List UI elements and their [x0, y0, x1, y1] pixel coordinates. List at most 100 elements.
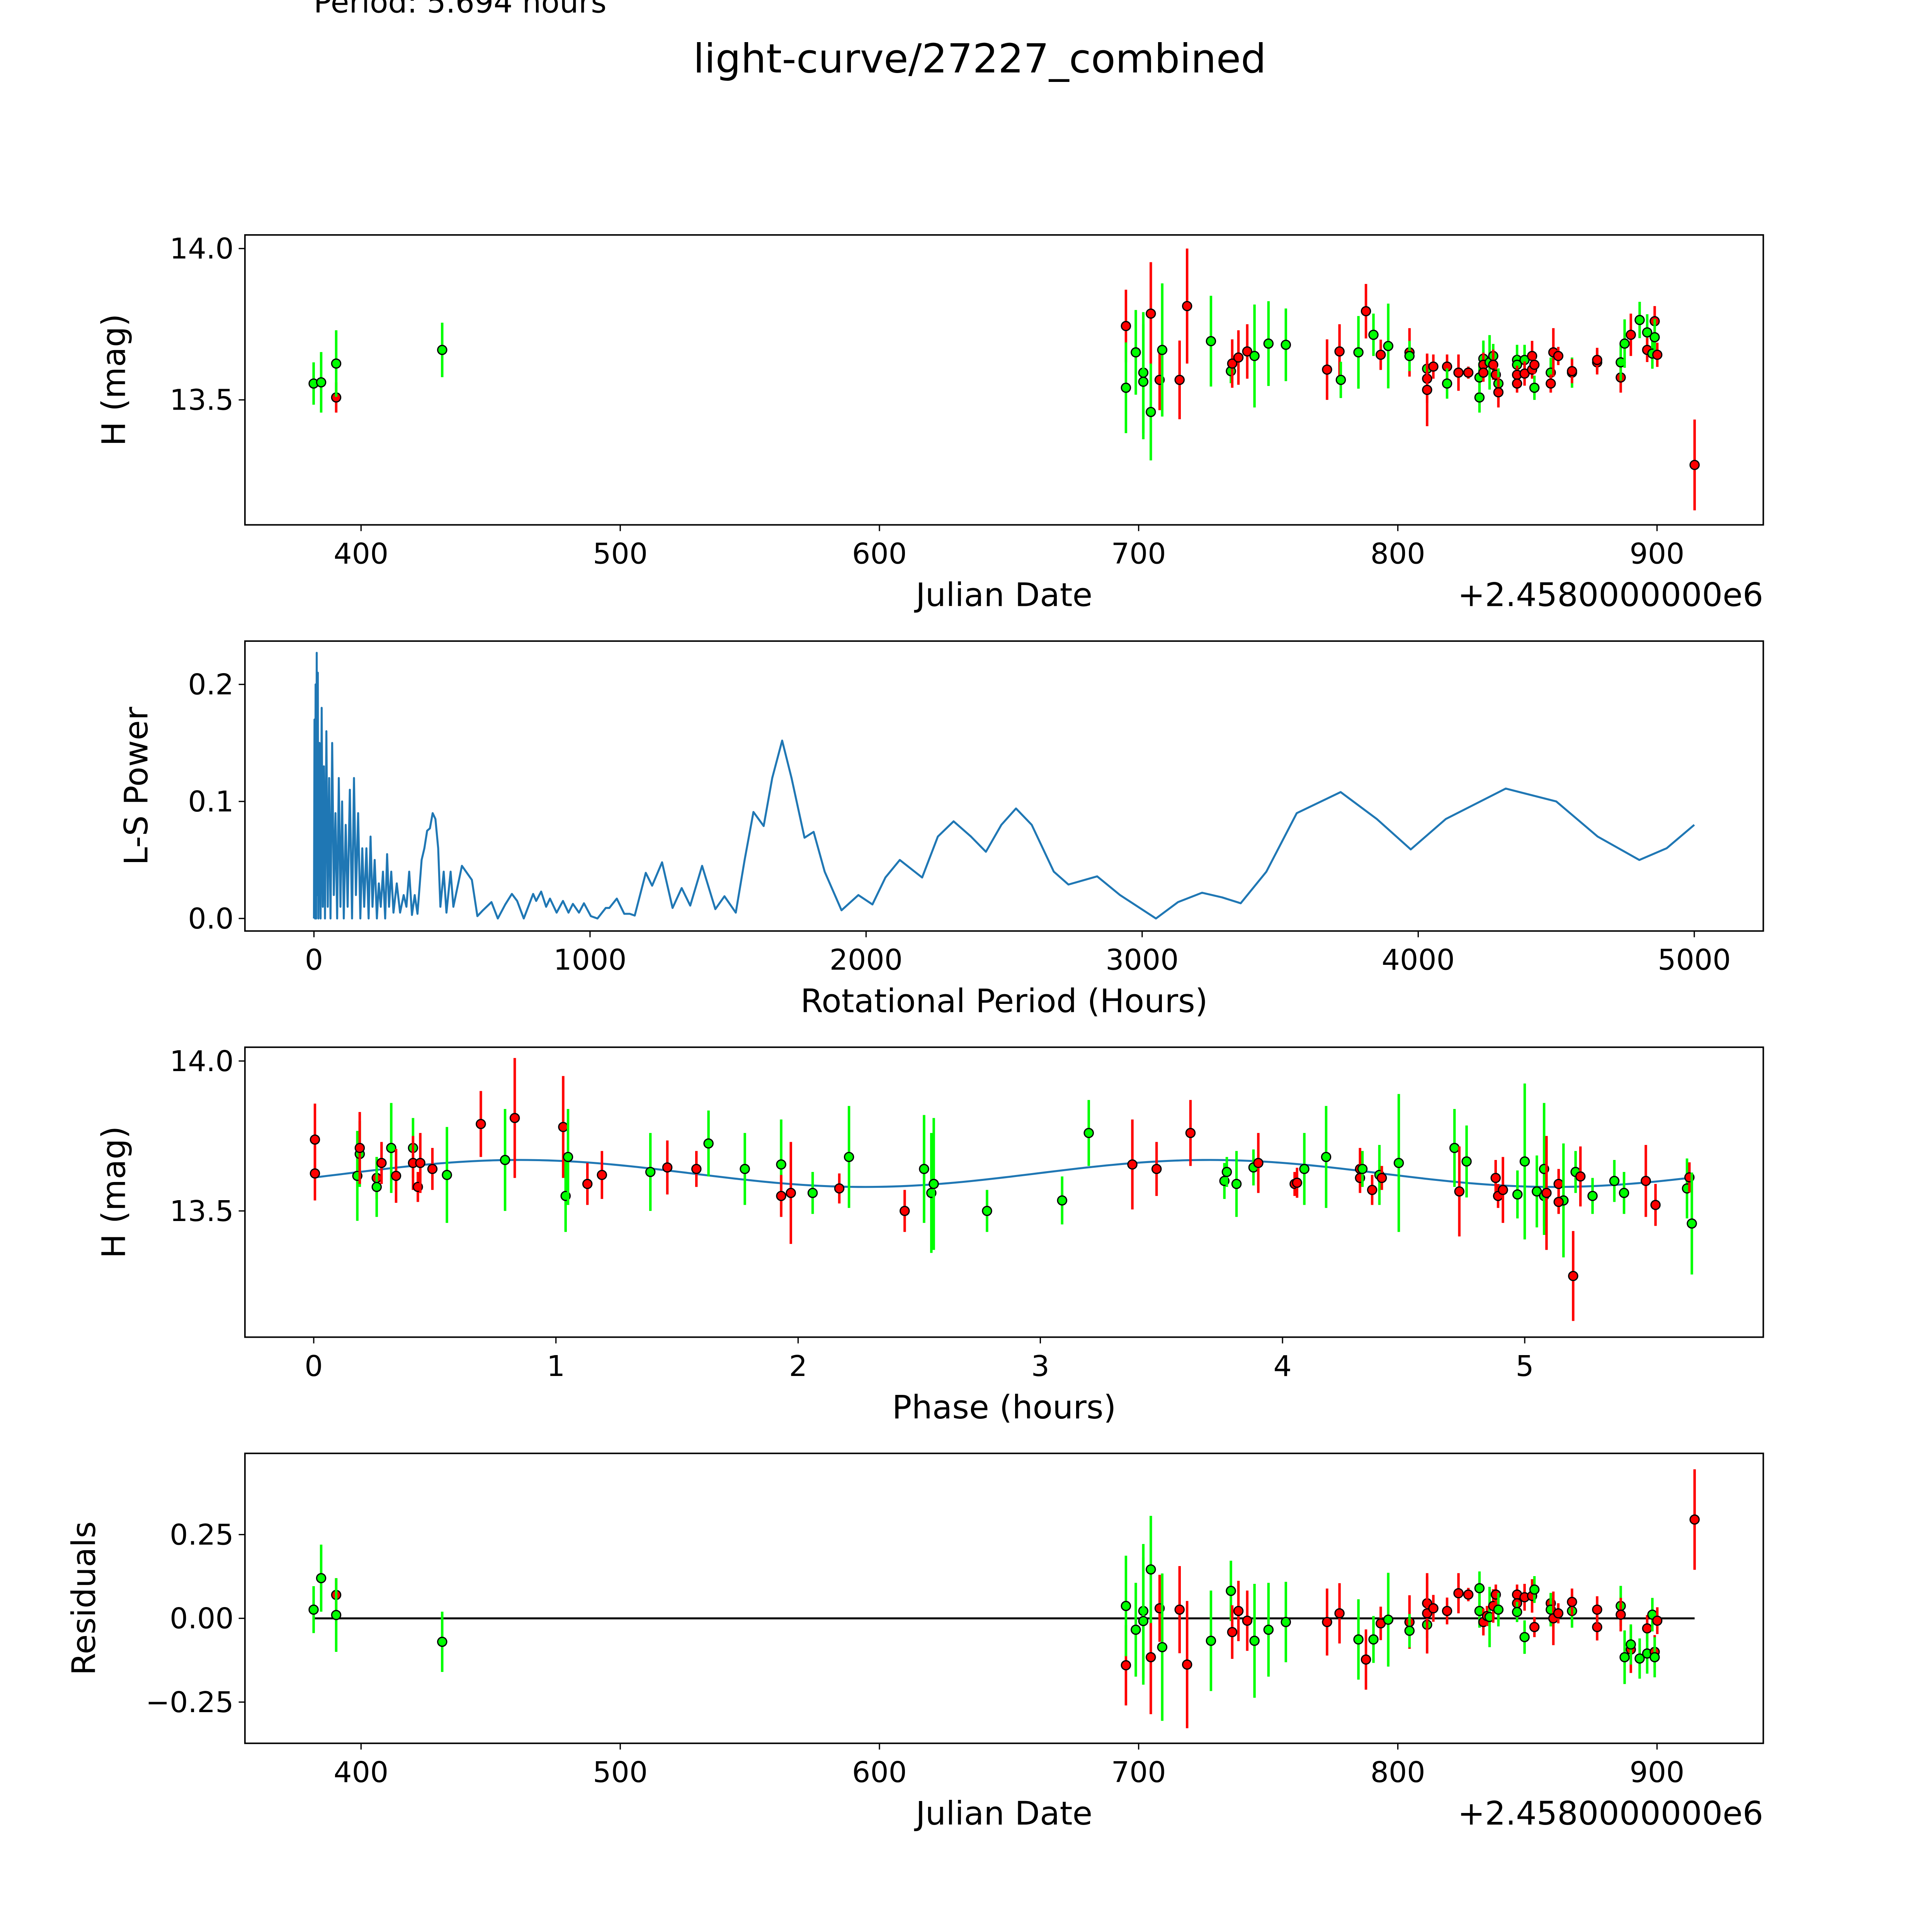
data-point [1131, 347, 1141, 358]
data-point [331, 358, 342, 369]
y-tick-label: 14.0 [170, 232, 234, 265]
data-point [1592, 1604, 1602, 1615]
lightcurve-panel: 400 500 600 700 800 900 13.5 14.0 Julian Date H (… [95, 232, 1764, 614]
phased-panel: 0 1 2 3 4 5 13.5 14.0 Phase (hours) H (mag) [95, 1044, 1764, 1426]
data-point [316, 377, 327, 388]
data-point [1498, 1185, 1508, 1195]
data-point [1206, 336, 1216, 347]
data-point [1376, 1173, 1387, 1183]
lightcurve-axes-frame [244, 234, 1764, 526]
data-point [316, 1573, 327, 1583]
data-point [1474, 392, 1485, 403]
data-point [1689, 1514, 1700, 1525]
data-point [1361, 306, 1371, 316]
data-point [1127, 1159, 1138, 1170]
data-point [1121, 321, 1131, 332]
data-point [1650, 1200, 1661, 1210]
data-point [645, 1167, 656, 1177]
data-point [807, 1188, 818, 1198]
x-tick-label: 4000 [1382, 943, 1455, 977]
data-point [1687, 1218, 1697, 1229]
data-point [1226, 1585, 1236, 1596]
x-tick-label: 0 [305, 943, 323, 977]
data-point [558, 1122, 568, 1132]
data-point [1361, 1654, 1371, 1665]
data-point [563, 1151, 573, 1162]
data-point [1146, 1652, 1156, 1663]
data-point [703, 1138, 714, 1149]
data-point [1616, 1609, 1626, 1620]
data-point [1493, 1604, 1504, 1615]
data-point [1453, 1588, 1464, 1599]
x-tick-label: 5 [1515, 1349, 1534, 1383]
data-point [1634, 1653, 1645, 1664]
data-point [1353, 347, 1364, 358]
data-point [1404, 1626, 1415, 1636]
data-point [1553, 351, 1564, 361]
data-point [1529, 359, 1540, 370]
data-point [1249, 351, 1260, 361]
model-fit-curve [313, 1159, 1693, 1188]
y-tick-label: 0.25 [170, 1518, 234, 1551]
period-text: Period: 5.694 hours [314, 0, 607, 20]
data-point [1404, 351, 1415, 361]
data-point [1529, 1622, 1540, 1633]
data-point [1182, 301, 1192, 311]
data-point [1157, 345, 1168, 355]
data-point [1422, 384, 1432, 395]
data-point [1281, 340, 1291, 350]
data-point [1512, 1607, 1522, 1617]
data-point [1249, 1636, 1260, 1646]
x-tick-label: 1 [547, 1349, 565, 1383]
y-tick-label: 0.00 [170, 1602, 234, 1635]
data-point [1689, 460, 1700, 470]
data-point [1609, 1176, 1620, 1186]
data-point [1592, 355, 1602, 365]
data-point [1146, 1564, 1156, 1575]
data-point [1463, 367, 1474, 378]
phased-plot-area [310, 1058, 1697, 1321]
data-point [1263, 338, 1274, 349]
data-point [1367, 1185, 1378, 1195]
data-point [1493, 387, 1504, 398]
data-point [442, 1170, 452, 1180]
data-point [500, 1155, 510, 1165]
data-point [1233, 352, 1244, 363]
data-point [1519, 1156, 1530, 1167]
data-point [386, 1143, 396, 1153]
x-axis-label: Rotational Period (Hours) [801, 982, 1208, 1020]
periodogram-axes-frame [244, 640, 1764, 932]
data-point [982, 1206, 992, 1216]
x-tick-label: 0 [304, 1349, 323, 1383]
data-point [427, 1163, 438, 1174]
data-point [1463, 1589, 1474, 1600]
data-point [740, 1163, 750, 1174]
x-tick-label: 800 [1371, 537, 1425, 571]
x-tick-label: 500 [593, 537, 648, 571]
data-point [1619, 1188, 1629, 1198]
data-point [1083, 1128, 1094, 1138]
data-point [1146, 406, 1156, 417]
data-point [1368, 330, 1379, 340]
data-point [1376, 349, 1386, 360]
data-point [1253, 1158, 1264, 1168]
data-point [1568, 1270, 1578, 1281]
residuals-axes-frame [244, 1452, 1764, 1744]
y-tick-label: 13.5 [170, 1194, 234, 1228]
data-point [331, 1610, 342, 1620]
data-point [1529, 383, 1540, 393]
data-point [1121, 383, 1131, 393]
x-offset-text: +2.4580000000e6 [1458, 576, 1764, 614]
data-point [1383, 1614, 1394, 1625]
data-point [1227, 358, 1238, 369]
x-axis-label: Julian Date [914, 1794, 1092, 1832]
data-point [1299, 1163, 1310, 1174]
data-point [1263, 1624, 1274, 1635]
data-point [1532, 1186, 1542, 1197]
x-tick-label: 1000 [553, 943, 626, 977]
data-point [1619, 338, 1630, 349]
data-point [1322, 364, 1332, 375]
data-point [1292, 1177, 1303, 1188]
data-point [929, 1179, 939, 1189]
data-point [1383, 341, 1394, 351]
